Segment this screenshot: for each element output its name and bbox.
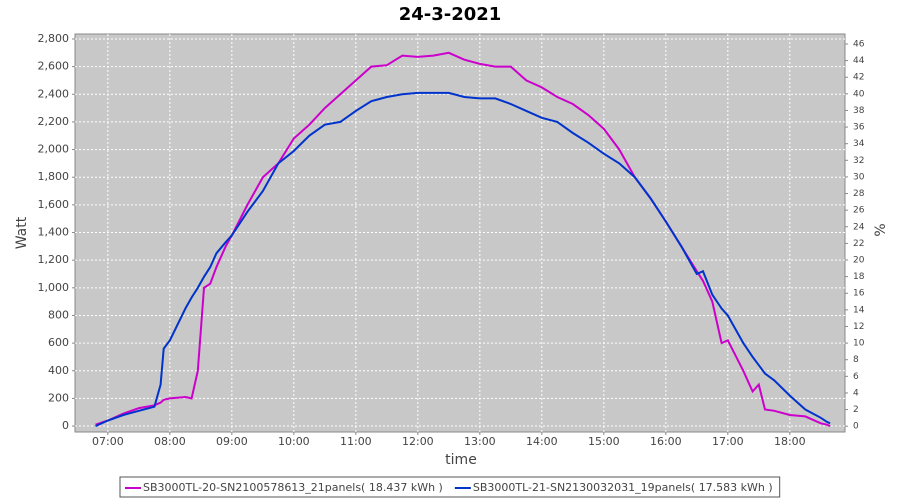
y2-tick-label: 40	[853, 89, 865, 99]
y-tick-label: 1,800	[38, 170, 70, 183]
y2-tick-label: 10	[853, 339, 865, 349]
x-tick-label: 07:00	[92, 435, 124, 448]
y-tick-label: 0	[62, 419, 69, 432]
x-tick-label: 10:00	[278, 435, 310, 448]
y-tick-label: 1,600	[38, 198, 70, 211]
legend-box	[119, 476, 781, 498]
y-tick-label: 1,000	[38, 281, 70, 294]
y-tick-label: 2,200	[38, 115, 70, 128]
y2-tick-label: 30	[853, 172, 865, 182]
y2-tick-label: 0	[853, 422, 859, 432]
series-line	[95, 51, 831, 428]
y2-tick-label: 22	[853, 239, 864, 249]
x-tick-label: 18:00	[774, 435, 806, 448]
y-tick-label: 2,400	[38, 87, 70, 100]
y2-tick-label: 36	[853, 123, 865, 133]
x-tick-label: 11:00	[340, 435, 372, 448]
y-tick-label: 2,000	[38, 143, 70, 156]
x-tick-label: 16:00	[650, 435, 682, 448]
y2-tick-label: 20	[853, 256, 865, 266]
y-tick-label: 200	[48, 391, 69, 404]
y-axis-title: Watt	[14, 216, 30, 249]
y2-tick-label: 26	[853, 206, 865, 216]
y2-axis-title: %	[873, 223, 889, 236]
y2-tick-label: 24	[853, 222, 865, 232]
y2-tick-label: 18	[853, 272, 865, 282]
y2-tick-label: 46	[853, 39, 865, 49]
x-tick-label: 14:00	[526, 435, 558, 448]
y-tick-label: 600	[48, 336, 69, 349]
chart-title: 24-3-2021	[399, 4, 502, 25]
legend: SB3000TL-20-SN2100578613_21panels( 18.43…	[119, 476, 781, 498]
x-tick-label: 15:00	[588, 435, 620, 448]
y2-tick-label: 6	[853, 372, 859, 382]
y2-tick-label: 28	[853, 189, 865, 199]
legend-label: SB3000TL-20-SN2100578613_21panels( 18.43…	[143, 481, 443, 494]
y2-tick-label: 14	[853, 305, 865, 315]
y-tick-label: 1,400	[38, 226, 70, 239]
y2-tick-label: 44	[853, 56, 865, 66]
x-tick-label: 08:00	[154, 435, 186, 448]
y-tick-label: 800	[48, 308, 69, 321]
legend-label: SB3000TL-21-SN2130032031_19panels( 17.58…	[473, 481, 773, 494]
y-tick-label: 2,800	[38, 32, 70, 45]
y2-tick-label: 12	[853, 322, 864, 332]
y2-tick-label: 16	[853, 289, 865, 299]
series-line	[95, 91, 831, 428]
x-axis-title: time	[445, 452, 477, 468]
y2-tick-label: 38	[853, 106, 865, 116]
y-tick-label: 1,200	[38, 253, 70, 266]
y2-tick-label: 4	[853, 388, 859, 398]
y2-tick-label: 34	[853, 139, 865, 149]
x-tick-label: 17:00	[712, 435, 744, 448]
y2-tick-label: 32	[853, 156, 864, 166]
x-tick-label: 12:00	[402, 435, 434, 448]
y2-tick-label: 8	[853, 355, 859, 365]
y2-tick-label: 42	[853, 73, 864, 83]
x-tick-label: 09:00	[216, 435, 248, 448]
y-tick-label: 2,600	[38, 60, 70, 73]
y2-tick-label: 2	[853, 405, 859, 415]
y-tick-label: 400	[48, 364, 69, 377]
x-tick-label: 13:00	[464, 435, 496, 448]
